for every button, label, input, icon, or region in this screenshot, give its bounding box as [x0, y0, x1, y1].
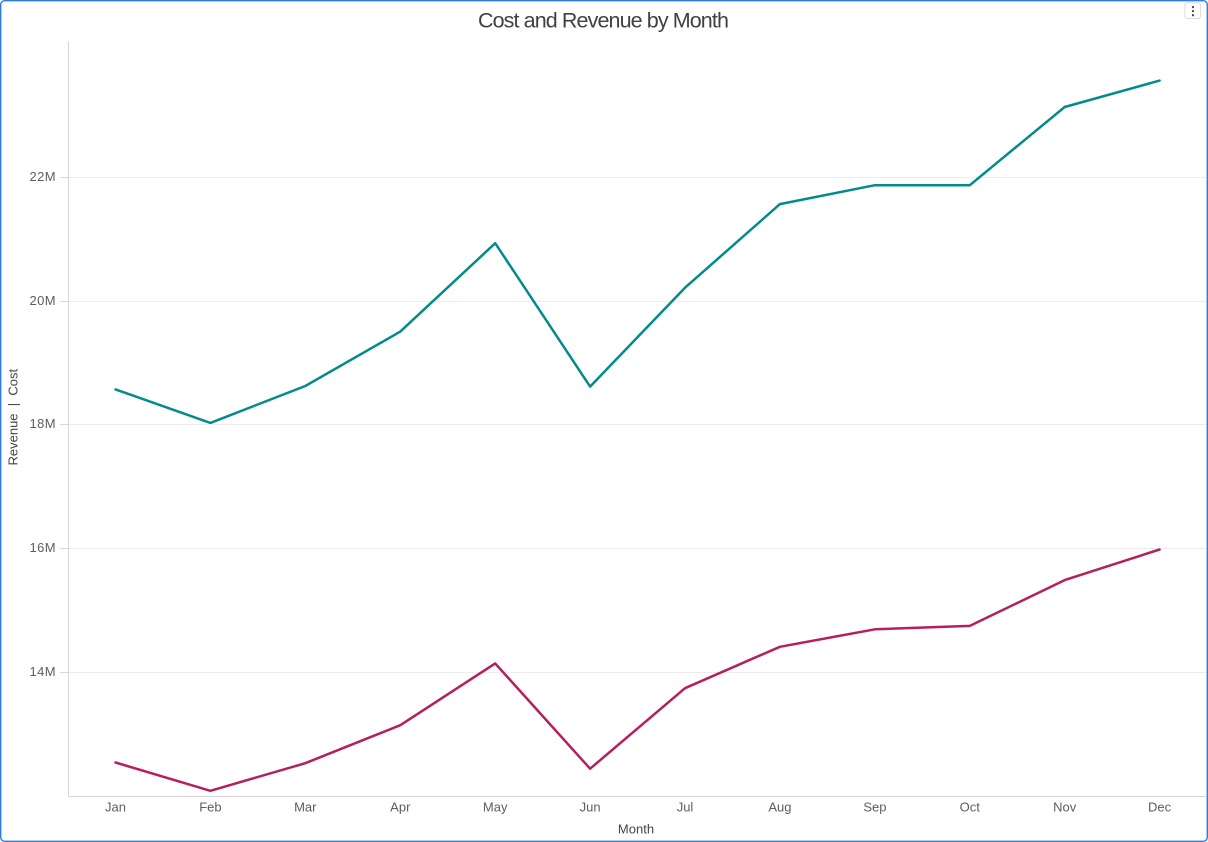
svg-text:Month: Month — [618, 822, 654, 837]
svg-text:Feb: Feb — [199, 800, 221, 815]
svg-text:Jun: Jun — [580, 800, 601, 815]
svg-text:Revenue | Cost: Revenue | Cost — [5, 369, 20, 466]
svg-text:Mar: Mar — [294, 800, 317, 815]
svg-text:Jan: Jan — [105, 800, 126, 815]
svg-text:Dec: Dec — [1148, 800, 1172, 815]
svg-text:May: May — [483, 800, 508, 815]
svg-text:Aug: Aug — [768, 800, 791, 815]
svg-text:Nov: Nov — [1053, 800, 1077, 815]
svg-text:22M: 22M — [30, 169, 57, 184]
svg-text:14M: 14M — [30, 664, 57, 679]
svg-text:Jul: Jul — [677, 800, 694, 815]
svg-text:16M: 16M — [30, 540, 57, 555]
svg-text:Apr: Apr — [390, 800, 411, 815]
svg-text:Oct: Oct — [960, 800, 981, 815]
svg-text:20M: 20M — [30, 293, 57, 308]
svg-text:18M: 18M — [30, 416, 57, 431]
svg-text:Sep: Sep — [863, 800, 886, 815]
svg-text:Cost and Revenue by Month: Cost and Revenue by Month — [478, 9, 728, 33]
